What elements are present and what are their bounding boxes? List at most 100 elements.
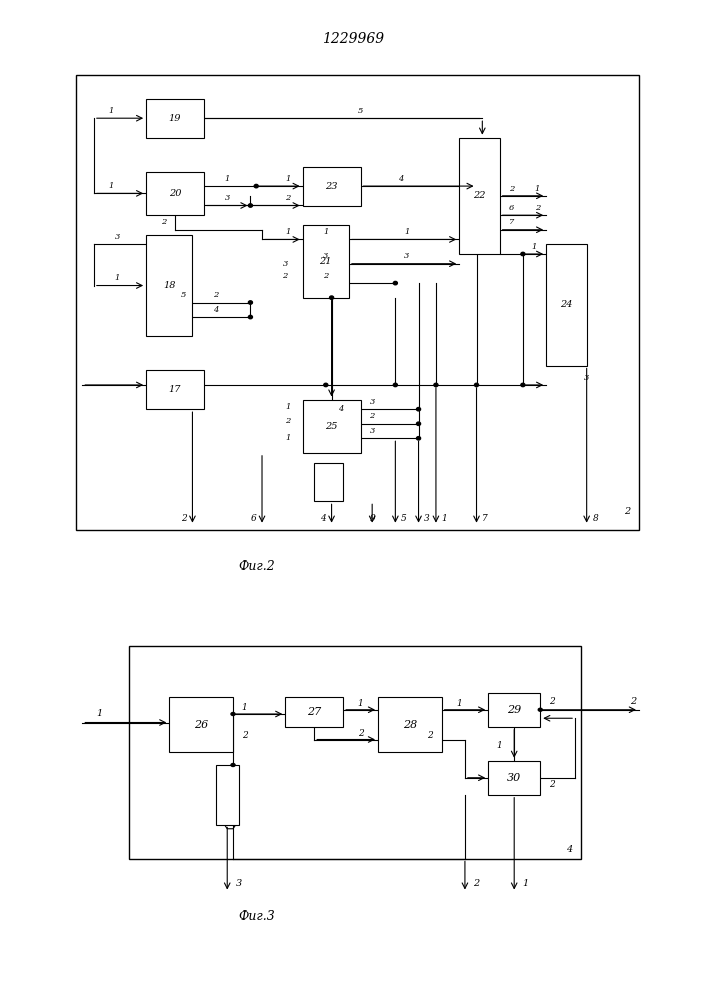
Text: 2: 2 [213, 291, 218, 299]
Text: 3: 3 [424, 514, 430, 523]
Text: 1: 1 [115, 274, 119, 282]
Text: 5: 5 [358, 107, 363, 115]
Bar [488, 761, 540, 795]
Text: 21: 21 [320, 257, 332, 266]
Circle shape [248, 301, 252, 304]
Text: 1: 1 [358, 699, 363, 708]
Circle shape [538, 708, 542, 711]
Text: 7: 7 [482, 514, 488, 523]
Text: 2: 2 [474, 880, 479, 888]
Text: 2: 2 [549, 780, 555, 789]
Text: 7: 7 [508, 218, 514, 226]
Text: 3: 3 [584, 374, 590, 382]
Text: 1: 1 [404, 228, 409, 236]
Bar [303, 399, 361, 453]
Circle shape [248, 204, 252, 207]
Text: 1: 1 [497, 741, 503, 750]
Text: 1: 1 [286, 175, 291, 183]
Circle shape [231, 713, 235, 715]
Text: 28: 28 [403, 720, 417, 730]
Text: 1: 1 [97, 710, 103, 718]
Text: 1: 1 [109, 182, 114, 190]
Circle shape [248, 315, 252, 319]
Bar [216, 765, 239, 824]
Text: 19: 19 [169, 114, 181, 123]
Text: 1: 1 [522, 880, 529, 888]
Text: 1: 1 [532, 243, 537, 251]
Text: 2: 2 [242, 731, 247, 740]
Text: 1: 1 [323, 228, 329, 236]
Text: 3: 3 [370, 427, 375, 435]
Text: 2: 2 [286, 194, 291, 202]
Circle shape [521, 383, 525, 387]
Circle shape [255, 184, 258, 188]
Text: 9: 9 [369, 514, 375, 523]
Bar [285, 697, 343, 727]
Bar [169, 697, 233, 752]
Circle shape [324, 383, 328, 387]
Text: 3: 3 [323, 252, 329, 260]
Text: 3: 3 [115, 233, 119, 241]
Text: 1: 1 [225, 175, 230, 183]
Text: 2: 2 [630, 697, 636, 706]
Bar [378, 697, 442, 752]
Text: 17: 17 [169, 385, 181, 394]
Text: 1: 1 [109, 107, 114, 115]
Text: 2: 2 [549, 697, 555, 706]
Circle shape [329, 296, 334, 299]
Bar [546, 244, 587, 366]
Text: 2: 2 [427, 731, 433, 740]
Bar [459, 138, 500, 254]
Text: 3: 3 [283, 260, 288, 268]
Text: 20: 20 [169, 189, 181, 198]
Text: 2: 2 [624, 507, 631, 516]
Circle shape [416, 437, 421, 440]
Text: 22: 22 [473, 191, 486, 200]
Text: 1: 1 [442, 514, 448, 523]
Bar [129, 646, 581, 858]
Bar [303, 225, 349, 298]
Text: 2: 2 [358, 729, 363, 738]
Text: 4: 4 [320, 514, 326, 523]
Text: 25: 25 [325, 422, 338, 431]
Text: 27: 27 [307, 707, 321, 717]
Circle shape [521, 252, 525, 256]
Text: 1: 1 [286, 403, 291, 411]
Text: 2: 2 [508, 185, 514, 193]
Circle shape [393, 281, 397, 285]
Bar [146, 370, 204, 409]
Text: 2: 2 [181, 514, 187, 523]
Circle shape [474, 383, 479, 387]
Text: 3: 3 [225, 194, 230, 202]
Circle shape [231, 764, 235, 766]
Text: 1: 1 [456, 699, 462, 708]
Text: 5: 5 [401, 514, 407, 523]
Text: 1229969: 1229969 [322, 32, 385, 46]
Text: 8: 8 [592, 514, 598, 523]
Bar [146, 99, 204, 138]
Text: 1: 1 [534, 185, 540, 193]
Text: 24: 24 [560, 300, 573, 309]
Circle shape [393, 383, 397, 387]
Circle shape [416, 408, 421, 411]
Text: Фиг.2: Фиг.2 [238, 560, 274, 573]
Text: 1: 1 [286, 434, 291, 442]
Text: 4: 4 [337, 405, 343, 413]
Text: Фиг.3: Фиг.3 [238, 910, 274, 922]
Text: 3: 3 [370, 398, 375, 406]
Text: 1: 1 [286, 228, 291, 236]
Text: 6: 6 [250, 514, 256, 523]
Text: 2: 2 [286, 417, 291, 425]
Bar [488, 693, 540, 727]
Text: 4: 4 [213, 306, 218, 314]
Text: 6: 6 [508, 204, 514, 212]
Text: 1: 1 [242, 703, 247, 712]
Text: 4: 4 [399, 175, 404, 183]
Text: 18: 18 [163, 281, 175, 290]
Text: 29: 29 [507, 705, 521, 715]
Circle shape [416, 422, 421, 425]
Text: 3: 3 [235, 880, 242, 888]
Text: 2: 2 [160, 218, 166, 226]
Text: 3: 3 [404, 252, 409, 260]
Bar [146, 172, 204, 215]
